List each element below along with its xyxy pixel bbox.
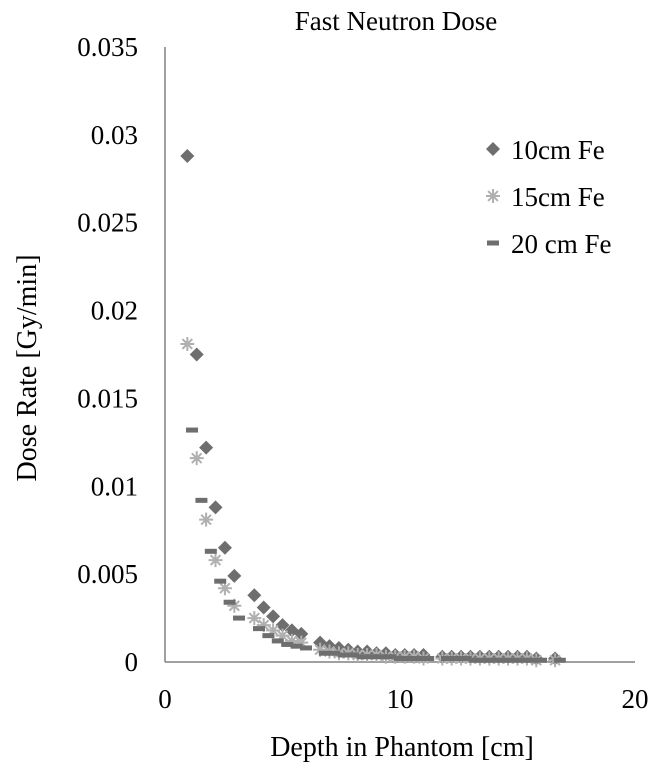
data-point-series-3 bbox=[535, 657, 547, 663]
data-point-series-3 bbox=[204, 548, 217, 554]
data-point-series-3 bbox=[223, 599, 236, 605]
y-axis-ticks: 0 0.005 0.01 0.015 0.02 0.025 0.03 0.035 bbox=[77, 32, 138, 677]
legend-label-3: 20 cm Fe bbox=[511, 229, 612, 259]
y-tick-label: 0.01 bbox=[91, 471, 138, 501]
data-point-series-3 bbox=[441, 655, 453, 661]
data-point-series-1 bbox=[275, 618, 290, 633]
data-point-series-3 bbox=[281, 641, 294, 647]
data-point-series-1 bbox=[189, 347, 204, 362]
data-point-series-2 bbox=[227, 598, 242, 613]
y-tick-label: 0.02 bbox=[91, 296, 138, 326]
data-point-series-2 bbox=[217, 581, 232, 596]
x-tick-label: 0 bbox=[158, 684, 172, 714]
data-point-series-3 bbox=[347, 652, 359, 658]
data-point-series-3 bbox=[253, 626, 265, 632]
data-point-series-3 bbox=[290, 643, 303, 649]
data-point-series-3 bbox=[553, 657, 566, 663]
x-axis-label: Depth in Phantom [cm] bbox=[270, 732, 534, 763]
data-point-series-2 bbox=[275, 628, 290, 643]
data-point-series-3 bbox=[271, 638, 284, 644]
y-tick-label: 0.015 bbox=[77, 383, 138, 413]
data-point-series-3 bbox=[375, 654, 388, 660]
data-point-series-1 bbox=[217, 540, 232, 555]
data-points bbox=[180, 148, 566, 668]
data-point-series-3 bbox=[488, 657, 500, 663]
data-point-series-3 bbox=[328, 650, 341, 656]
data-point-series-3 bbox=[450, 655, 463, 661]
legend: 10cm Fe 15cm Fe 20 cm Fe bbox=[486, 135, 612, 259]
data-point-series-3 bbox=[214, 578, 227, 584]
data-point-series-3 bbox=[403, 655, 416, 661]
data-point-series-3 bbox=[262, 633, 275, 639]
data-point-series-1 bbox=[180, 148, 195, 163]
data-point-series-2 bbox=[247, 611, 262, 626]
legend-label-1: 10cm Fe bbox=[511, 135, 605, 165]
data-point-series-2 bbox=[199, 512, 214, 527]
data-point-series-3 bbox=[318, 650, 331, 656]
data-point-series-2 bbox=[256, 618, 271, 633]
data-point-series-3 bbox=[233, 615, 246, 621]
data-point-series-3 bbox=[337, 652, 350, 658]
data-point-series-3 bbox=[195, 497, 208, 503]
data-point-series-3 bbox=[422, 655, 435, 661]
data-point-series-3 bbox=[365, 654, 378, 660]
data-point-series-1 bbox=[266, 609, 281, 624]
data-point-series-1 bbox=[208, 500, 223, 515]
data-point-series-3 bbox=[497, 657, 510, 663]
data-point-series-3 bbox=[186, 427, 199, 433]
y-tick-label: 0.035 bbox=[77, 32, 138, 62]
data-point-series-2 bbox=[284, 633, 299, 648]
data-point-series-2 bbox=[266, 623, 281, 638]
data-point-series-3 bbox=[506, 657, 519, 663]
y-tick-label: 0 bbox=[125, 647, 139, 677]
data-point-series-2 bbox=[208, 553, 223, 568]
data-point-series-3 bbox=[384, 654, 397, 660]
data-point-series-3 bbox=[394, 655, 406, 661]
x-tick-label: 20 bbox=[622, 684, 649, 714]
y-tick-label: 0.005 bbox=[77, 559, 138, 589]
legend-marker-1 bbox=[486, 142, 500, 156]
data-point-series-3 bbox=[516, 657, 529, 663]
data-point-series-1 bbox=[294, 626, 309, 641]
chart-title: Fast Neutron Dose bbox=[295, 6, 497, 36]
data-point-series-1 bbox=[227, 568, 242, 583]
legend-marker-2 bbox=[486, 189, 500, 203]
data-point-series-3 bbox=[356, 654, 369, 660]
x-tick-label: 10 bbox=[387, 684, 414, 714]
x-axis-ticks: 0 10 20 bbox=[158, 684, 648, 714]
data-point-series-2 bbox=[294, 635, 309, 650]
data-point-series-3 bbox=[478, 657, 491, 663]
y-axis-label: Dose Rate [Gy/min] bbox=[12, 254, 43, 481]
data-point-series-3 bbox=[300, 645, 312, 651]
data-point-series-1 bbox=[256, 600, 271, 615]
data-point-series-2 bbox=[189, 451, 204, 466]
y-tick-label: 0.025 bbox=[77, 208, 138, 238]
data-point-series-3 bbox=[525, 657, 538, 663]
data-point-series-3 bbox=[412, 655, 425, 661]
legend-label-2: 15cm Fe bbox=[511, 182, 605, 212]
data-point-series-1 bbox=[199, 440, 214, 455]
legend-marker-3 bbox=[487, 240, 499, 246]
data-point-series-3 bbox=[459, 655, 472, 661]
data-point-series-3 bbox=[469, 657, 482, 663]
y-tick-label: 0.03 bbox=[91, 120, 138, 150]
data-point-series-2 bbox=[313, 642, 328, 657]
data-point-series-1 bbox=[247, 588, 262, 603]
data-point-series-2 bbox=[180, 336, 195, 351]
